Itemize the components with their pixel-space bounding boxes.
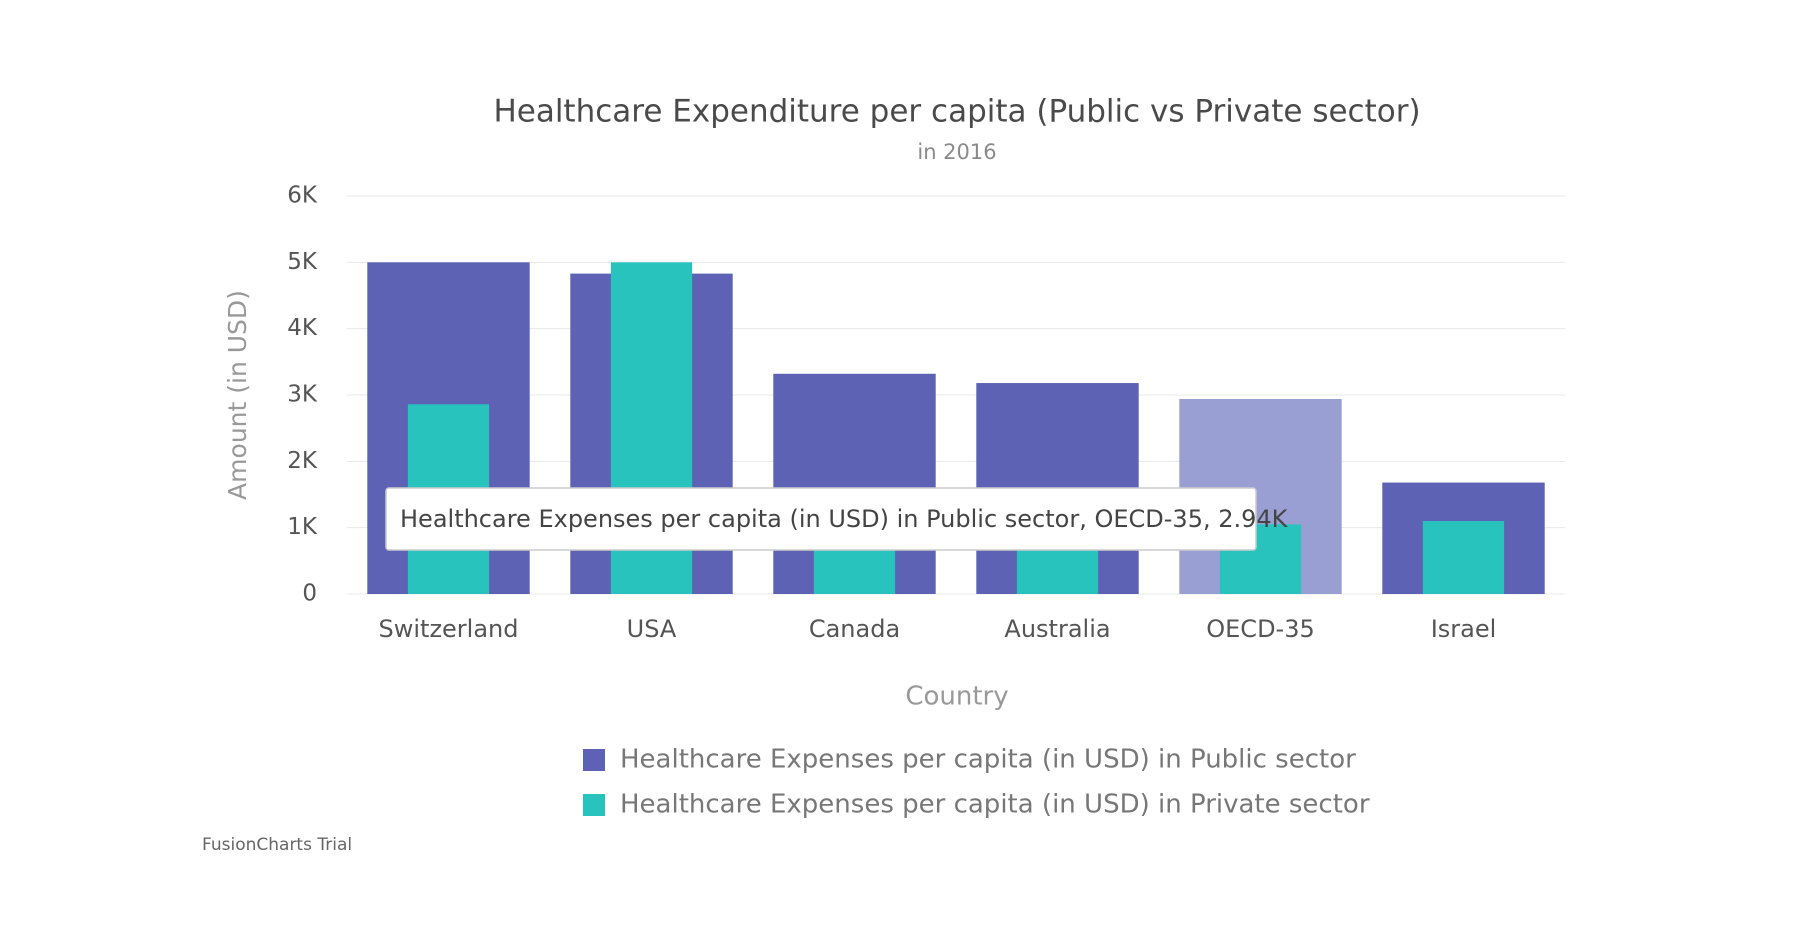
legend-swatch [583,749,605,771]
chart-title: Healthcare Expenditure per capita (Publi… [493,94,1420,130]
legend-label: Healthcare Expenses per capita (in USD) … [620,790,1370,820]
x-tick-label: Israel [1431,615,1497,643]
watermark: FusionCharts Trial [202,835,352,855]
x-axis-title: Country [905,682,1008,712]
x-tick-label: USA [627,615,677,643]
x-tick-label: OECD-35 [1206,615,1315,643]
y-tick-label: 2K [287,448,318,474]
tooltip-box [385,487,1257,551]
x-tick-label: Australia [1004,615,1110,643]
x-tick-label: Switzerland [379,615,519,643]
y-tick-label: 3K [287,382,318,408]
y-tick-label: 4K [287,315,318,341]
tooltip-text: Healthcare Expenses per capita (in USD) … [400,505,1289,533]
y-tick-label: 0 [302,581,317,607]
y-tick-label: 5K [287,249,318,275]
bar [1422,521,1505,594]
y-axis-title: Amount (in USD) [223,290,252,500]
y-tick-label: 6K [287,183,318,209]
legend-label: Healthcare Expenses per capita (in USD) … [620,745,1356,775]
x-tick-label: Canada [809,615,900,643]
chart-subtitle: in 2016 [917,140,996,164]
y-tick-label: 1K [287,514,318,540]
legend-swatch [583,794,605,816]
